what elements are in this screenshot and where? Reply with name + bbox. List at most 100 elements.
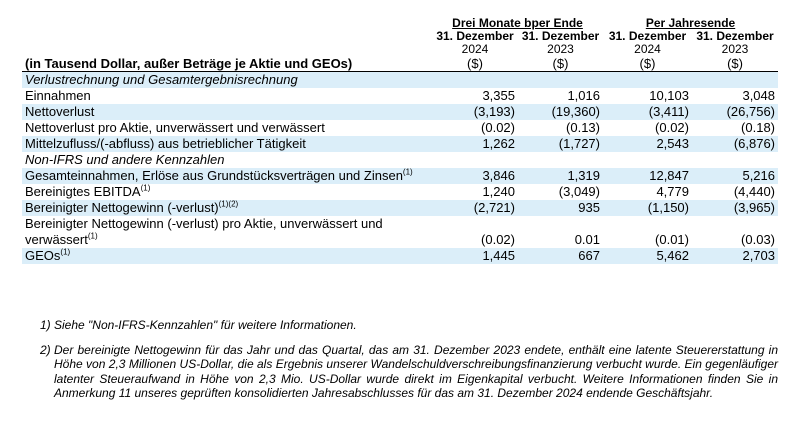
row-label: Mittelzufluss/(-abfluss) aus betrieblich… — [25, 136, 306, 151]
value-cell: (19,360) — [518, 104, 603, 120]
row-label: Bereinigter Nettogewinn (-verlust) pro A… — [25, 216, 383, 247]
row-label-cell: Bereinigter Nettogewinn (-verlust)(1)(2) — [22, 200, 432, 216]
value-cell: 12,847 — [603, 168, 692, 184]
header-row: (in Tausend Dollar, außer Beträge je Akt… — [22, 56, 779, 72]
footnote-text: Der bereinigte Nettogewinn für das Jahr … — [54, 342, 778, 401]
footnote-text: Siehe "Non-IFRS-Kennzahlen" für weitere … — [54, 318, 357, 332]
data-row: Bereinigtes EBITDA(1) 1,240 (3,049) 4,779 (4… — [22, 184, 778, 200]
section-row: Non-IFRS und andere Kennzahlen — [22, 152, 778, 168]
column-date: 31. Dezember — [696, 29, 774, 43]
value-cell: (0.18) — [741, 120, 776, 135]
group-title: Per Jahresende — [645, 16, 736, 30]
value-cell: 2,543 — [603, 136, 692, 152]
header-row: 31. Dezember 31. Dezember 31. Dezember 31. … — [22, 30, 778, 43]
column-year: 2024 — [634, 42, 661, 56]
value-cell: (4,440) — [733, 184, 776, 199]
value-cell: (3,193) — [432, 104, 518, 120]
header-row: Drei Monate bper Ende Per Jahresende — [22, 17, 778, 30]
section-title: Verlustrechnung und Gesamtergebnisrechnu… — [22, 71, 779, 88]
footnote-marker: 2) — [40, 342, 51, 357]
row-label-cell: Nettoverlust — [22, 104, 432, 120]
column-group: Per Jahresende — [603, 17, 778, 30]
value-cell: (0.02) — [481, 120, 515, 135]
row-label: Einnahmen — [25, 88, 91, 103]
row-label: Nettoverlust — [25, 104, 95, 119]
value-cell: 0.01 — [574, 232, 600, 247]
row-label-cell: Nettoverlust pro Aktie, unverwässert und… — [22, 120, 432, 136]
column-date: 31. Dezember — [608, 29, 687, 43]
footnote: 2) Der bereinigte Nettogewinn für das Jah… — [40, 343, 778, 401]
row-note: (1) — [140, 183, 151, 193]
value-cell: (0.02) — [655, 120, 689, 135]
row-label: Gesamteinnahmen, Erlöse aus Grundstücksv… — [25, 168, 403, 183]
value-cell: (0.13) — [566, 120, 600, 135]
footnote-marker: 1) — [40, 318, 51, 332]
row-note: (1) — [87, 231, 98, 241]
value-cell: (0.02) — [481, 232, 515, 247]
value-cell: 1,262 — [432, 136, 518, 152]
value-cell: (3,049) — [558, 184, 600, 199]
row-note: (1) — [402, 167, 413, 177]
column-date: 31. Dezember — [521, 29, 600, 43]
row-label: GEOs — [25, 248, 61, 263]
footnotes: 1) Siehe "Non-IFRS-Kennzahlen" für weiter… — [40, 318, 778, 411]
column-date: 31. Dezember — [436, 29, 514, 43]
value-cell: (0.01) — [655, 232, 689, 247]
header-row: 2024 2023 2024 2023 — [22, 43, 778, 56]
value-cell: 667 — [518, 248, 603, 264]
financial-table: Drei Monate bper Ende Per Jahresende 31. D… — [22, 17, 779, 264]
value-cell: 5,216 — [692, 168, 779, 184]
value-cell: 1,016 — [567, 88, 600, 103]
data-row: GEOs(1) 1,445 667 5,462 2,703 — [22, 248, 779, 264]
value-cell: (1,727) — [518, 136, 603, 152]
row-label-cell: GEOs(1) — [22, 248, 432, 264]
row-label-cell: Mittelzufluss/(-abfluss) aus betrieblich… — [22, 136, 432, 152]
value-cell: (1,150) — [603, 200, 692, 216]
row-label: Bereinigtes EBITDA — [25, 184, 141, 199]
value-cell: 1,240 — [482, 184, 515, 199]
value-cell: (26,756) — [692, 104, 779, 120]
value-cell: 3,846 — [432, 168, 518, 184]
column-year: 2024 — [461, 42, 489, 56]
data-row: Nettoverlust (3,193) (19,360) (3,411) (26,75… — [22, 104, 779, 120]
row-label-cell: Bereinigter Nettogewinn (-verlust) pro A… — [22, 216, 432, 248]
footnote: 1) Siehe "Non-IFRS-Kennzahlen" für weiter… — [40, 318, 778, 333]
value-cell: 3,355 — [482, 88, 515, 103]
value-cell: (3,965) — [692, 200, 779, 216]
column-unit: ($) — [603, 56, 692, 72]
data-row: Bereinigter Nettogewinn (-verlust)(1)(2)… — [22, 200, 779, 216]
value-cell: (0.03) — [741, 232, 776, 247]
column-group: Drei Monate bper Ende — [432, 17, 603, 30]
column-unit: ($) — [518, 56, 603, 72]
data-row: Nettoverlust pro Aktie, unverwässert und… — [22, 120, 778, 136]
column-unit: ($) — [432, 56, 518, 72]
column-year: 2023 — [721, 42, 749, 56]
value-cell: 5,462 — [603, 248, 692, 264]
group-title: Drei Monate bper Ende — [452, 16, 583, 30]
column-unit: ($) — [692, 56, 779, 72]
value-cell: 1,445 — [432, 248, 518, 264]
data-row: Gesamteinnahmen, Erlöse aus Grundstücksv… — [22, 167, 779, 184]
value-cell: 3,048 — [742, 88, 776, 103]
value-cell: 935 — [518, 200, 603, 216]
data-row: Bereinigter Nettogewinn (-verlust) pro A… — [22, 216, 778, 248]
row-label-cell: Bereinigtes EBITDA(1) — [22, 184, 432, 200]
row-label-cell: Einnahmen — [22, 88, 432, 104]
blank — [22, 17, 432, 30]
blank — [22, 43, 432, 56]
unit-label: (in Tausend Dollar, außer Beträge je Akt… — [22, 56, 432, 72]
row-label: Bereinigter Nettogewinn (-verlust) — [25, 200, 219, 215]
value-cell: (6,876) — [692, 136, 779, 152]
section-row: Verlustrechnung und Gesamtergebnisrechnu… — [22, 71, 779, 88]
value-cell: (3,411) — [603, 104, 692, 120]
data-row: Mittelzufluss/(-abfluss) aus betrieblich… — [22, 136, 779, 152]
section-title: Non-IFRS und andere Kennzahlen — [25, 152, 225, 167]
row-note: (1)(2) — [218, 199, 239, 209]
value-cell: 1,319 — [518, 168, 603, 184]
value-cell: 4,779 — [656, 184, 689, 199]
data-row: Einnahmen 3,355 1,016 10,103 3,048 — [22, 88, 778, 104]
blank — [22, 30, 432, 43]
column-year: 2023 — [547, 42, 574, 56]
